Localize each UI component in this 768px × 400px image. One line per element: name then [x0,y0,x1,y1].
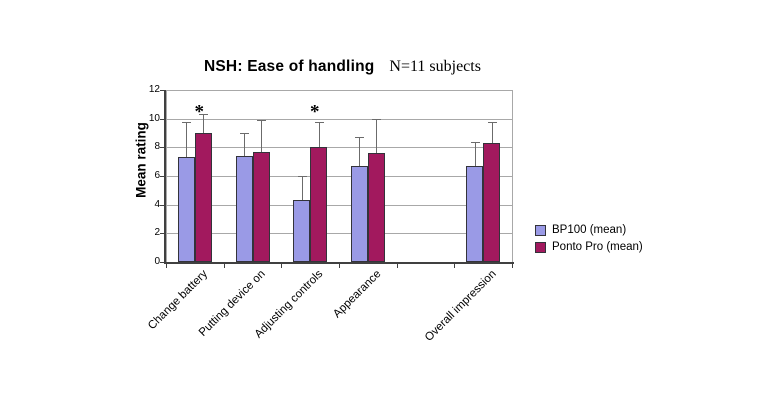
gridline [166,147,512,149]
x-category-label: Overall impression [422,268,499,344]
chart-title: NSH: Ease of handling N=11 subjects [204,58,481,76]
x-category-label: Appearance [330,268,384,321]
y-axis-line [164,90,166,264]
bar [194,133,212,262]
legend: BP100 (mean) Ponto Pro (mean) [535,224,643,253]
x-tick [281,264,283,268]
legend-swatch-icon [535,224,546,236]
legend-item: BP100 (mean) [535,224,643,236]
significance-asterisk: * [309,101,320,123]
error-bar-line [186,121,188,158]
chart-title-main: NSH: Ease of handling [204,58,375,75]
error-bar-cap [182,121,192,123]
y-tick [160,204,165,206]
y-tick [160,147,165,149]
legend-label: Ponto Pro (mean) [552,241,643,253]
y-tick-label: 12 [148,84,160,95]
y-tick-label: 2 [154,227,160,239]
legend-label: BP100 (mean) [552,224,627,236]
y-axis-title: Mean rating [133,122,149,198]
y-tick [160,233,165,235]
x-tick [339,264,340,268]
bar [367,153,385,262]
error-bar-line [261,120,262,152]
y-tick-label: 6 [154,170,160,181]
y-tick [160,90,165,91]
x-tick [396,264,398,268]
error-bar-line [244,133,245,156]
error-bar-line [203,114,205,133]
y-tick-label: 8 [154,141,160,153]
error-bar-cap [470,141,480,143]
bar [177,157,195,262]
y-tick-label: 10 [148,112,160,124]
bar [310,147,328,262]
x-tick [223,264,225,268]
significance-asterisk: * [194,101,205,123]
bar [235,155,253,262]
y-tick-label: 4 [154,198,160,210]
error-bar-cap [487,121,497,123]
bar [350,166,368,262]
y-tick [160,118,165,120]
error-bar-cap [372,118,382,120]
gridline [166,118,512,120]
x-tick [512,264,513,268]
error-bar-cap [314,121,324,123]
error-bar-line [491,121,493,143]
legend-swatch-icon [535,241,546,253]
error-bar-line [301,176,303,201]
bar [293,200,311,262]
error-bar-cap [355,137,365,139]
error-bar-cap [297,176,307,177]
x-tick [166,264,167,268]
error-bar-cap [240,133,249,134]
error-bar-line [474,141,476,166]
error-bar-cap [199,114,209,116]
error-bar-line [376,118,378,154]
chart-title-subjects: N=11 subjects [389,58,481,75]
bar [466,166,484,262]
x-axis-line [164,262,514,264]
legend-item: Ponto Pro (mean) [535,241,643,253]
bar [252,151,270,262]
gridline [166,204,512,206]
gridline [166,176,512,177]
x-category-label: Change battery [146,268,211,333]
gridline [166,233,512,235]
y-tick [160,176,165,177]
x-tick [454,264,456,268]
error-bar-line [318,121,320,148]
bar [483,143,501,262]
y-tick-label: 0 [154,256,160,267]
y-tick [160,262,165,263]
error-bar-line [359,137,361,166]
error-bar-cap [257,120,266,122]
